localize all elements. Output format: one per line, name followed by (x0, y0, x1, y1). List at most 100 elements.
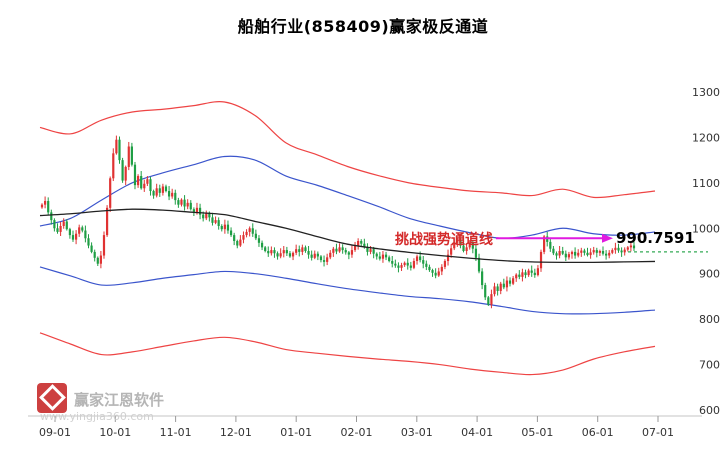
candle-body (171, 192, 174, 197)
candle-body (493, 286, 496, 295)
candle-body (474, 248, 478, 258)
candle-body (471, 242, 474, 249)
candle-body (217, 220, 220, 227)
annotation-arrow-head (602, 233, 613, 243)
candle-body (357, 241, 360, 246)
candle-body (412, 260, 416, 268)
candle-body (533, 272, 536, 276)
candle-body (192, 209, 195, 213)
candle-body (84, 230, 87, 239)
candle-body (298, 249, 301, 252)
candle-body (53, 220, 56, 229)
candle-body (326, 257, 329, 262)
candle-body (68, 229, 71, 236)
candle-body (415, 256, 419, 261)
candle-body (567, 254, 571, 258)
candle-body (570, 251, 574, 255)
x-axis-label: 03-01 (401, 426, 433, 439)
candle-body (462, 245, 465, 251)
annotation-challenge-label: 挑战强势通道线 (395, 232, 493, 248)
candle-body (118, 139, 121, 161)
candle-body (189, 202, 192, 210)
candle-body (512, 278, 515, 284)
x-axis-label: 04-01 (461, 426, 493, 439)
watermark-logo (37, 383, 67, 413)
candle-body (400, 265, 403, 268)
candle-body (242, 235, 245, 240)
candle-body (490, 294, 493, 305)
candle-body (384, 254, 388, 258)
y-axis-label: 1000 (692, 222, 720, 235)
candle-body (608, 252, 611, 256)
candle-body (121, 160, 124, 181)
x-axis-label: 12-01 (220, 426, 252, 439)
candle-body (158, 188, 161, 193)
candle-body (425, 263, 428, 267)
candle-body (322, 260, 326, 262)
candle-body (496, 286, 499, 291)
candle-body (459, 239, 462, 246)
x-axis-label: 11-01 (160, 426, 192, 439)
candle-body (586, 252, 589, 256)
y-axis-label: 1200 (692, 131, 720, 144)
candle-body (71, 235, 75, 240)
candle-body (236, 241, 239, 246)
candle-body (112, 153, 115, 179)
candle-body (291, 252, 295, 257)
candle-body (186, 202, 189, 207)
candle-body (347, 252, 350, 255)
candle-body (502, 283, 505, 288)
candle-body (198, 207, 202, 215)
candle-body (484, 285, 487, 298)
candle-body (220, 226, 223, 230)
candle-body (446, 254, 450, 261)
candle-body (577, 252, 580, 256)
y-axis-label: 900 (699, 268, 720, 281)
candle-body (133, 164, 137, 186)
candle-body (574, 251, 577, 256)
candle-body (440, 266, 443, 272)
candle-body (549, 241, 552, 249)
candle-body (59, 226, 62, 232)
channel-upper-red-line (39, 101, 656, 199)
candle-body (508, 280, 512, 284)
candle-body (564, 253, 567, 258)
candle-body (332, 248, 335, 253)
candle-body (428, 266, 431, 271)
candle-body (450, 248, 453, 255)
candle-body (226, 224, 230, 231)
candle-body (601, 250, 605, 254)
candle-body (155, 188, 158, 196)
candle-body (183, 199, 186, 207)
candle-body (143, 183, 146, 189)
candle-body (260, 242, 264, 248)
candle-body (555, 253, 558, 256)
candle-body (524, 272, 527, 276)
candle-body (161, 186, 164, 193)
candle-body (527, 270, 530, 276)
candle-body (273, 250, 276, 254)
candle-body (87, 238, 90, 246)
x-axis-label: 10-01 (99, 426, 131, 439)
candle-body (515, 274, 518, 279)
candle-body (180, 199, 183, 205)
candle-body (78, 227, 81, 234)
candle-body (233, 235, 236, 242)
candle-body (487, 297, 490, 305)
candle-body (434, 272, 437, 276)
x-axis-label: 07-01 (642, 426, 674, 439)
x-axis-label: 01-01 (280, 426, 312, 439)
candle-body (419, 256, 422, 261)
candle-body (406, 262, 409, 266)
candle-body (626, 247, 629, 250)
candle-body (580, 250, 583, 253)
candle-body (403, 262, 406, 266)
x-axis-label: 06-01 (582, 426, 614, 439)
watermark-brand: 赢家江恩软件 (74, 391, 165, 409)
candle-body (267, 250, 270, 254)
candle-body (195, 207, 199, 213)
candle-body (437, 271, 440, 276)
candle-body (623, 249, 626, 253)
price-callout-value: 990.7591 (616, 229, 695, 247)
